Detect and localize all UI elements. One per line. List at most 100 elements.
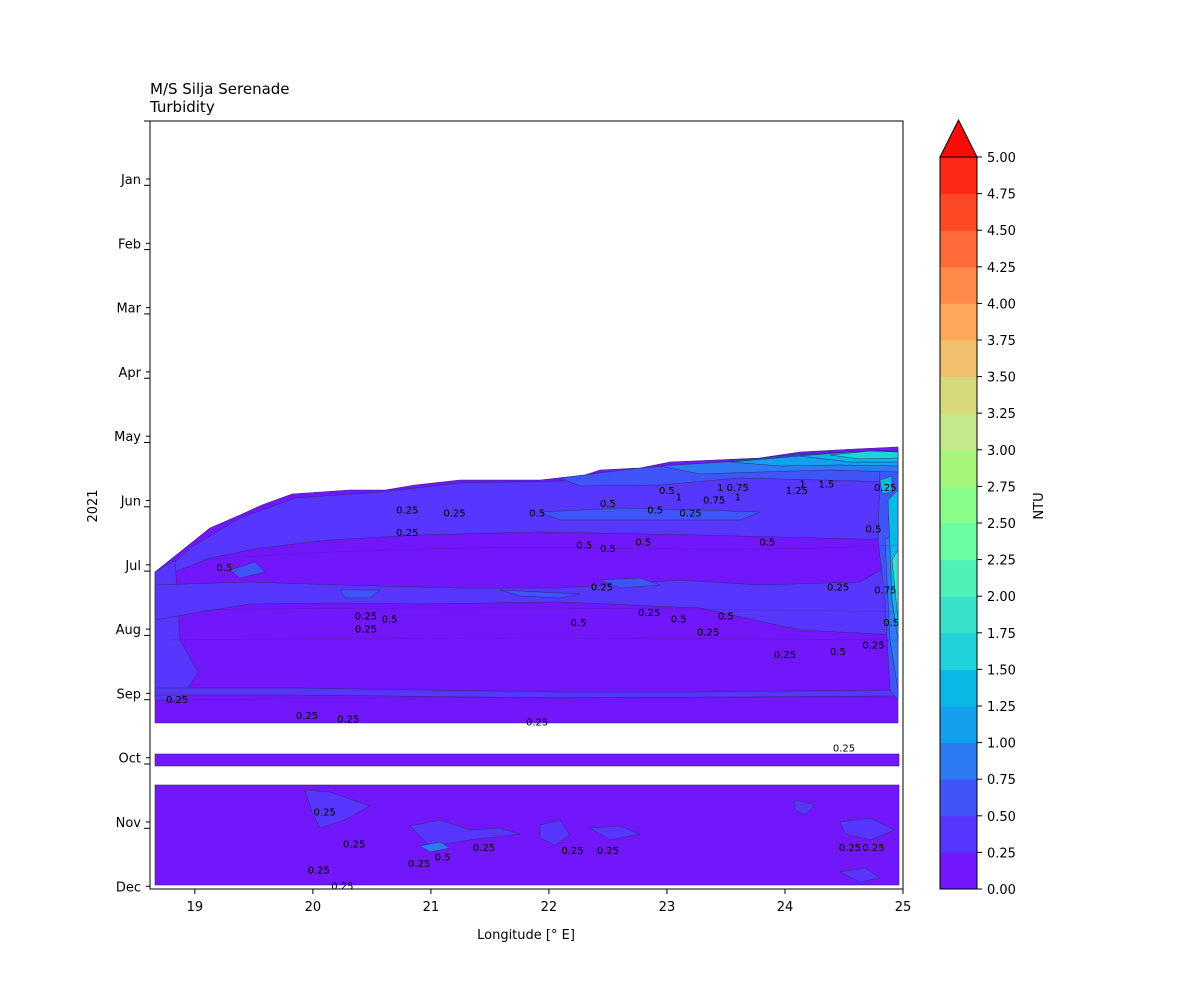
y-tick-label: Jul	[124, 559, 141, 574]
colorbar-segment	[940, 596, 977, 634]
contour-label: 1	[676, 493, 682, 504]
colorbar-tick-label: 1.00	[987, 737, 1016, 752]
contour-label: 0.25	[839, 843, 861, 854]
colorbar-tick-label: 4.50	[987, 224, 1016, 239]
contour-patch-0-25	[839, 817, 896, 841]
colorbar-tick-label: 2.75	[987, 480, 1016, 495]
contour-label: 0.25	[396, 505, 418, 516]
x-tick-label: 19	[187, 900, 204, 915]
contour-label: 0.25	[337, 714, 359, 725]
y-tick-label: Aug	[116, 623, 141, 638]
contour-patch-0-5	[599, 577, 661, 589]
contour-label: 1	[717, 483, 723, 494]
contour-label: 0.25	[473, 843, 495, 854]
contour-label: 0.25	[827, 583, 849, 594]
contour-label: 0.25	[526, 718, 548, 729]
colorbar-segment	[940, 559, 977, 597]
colorbar-label: NTU	[1032, 492, 1047, 519]
colorbar-segment	[940, 852, 977, 890]
colorbar-tick-label: 0.25	[987, 846, 1016, 861]
contour-layer-0-5	[154, 449, 899, 883]
colorbar-tick-label: 2.25	[987, 554, 1016, 569]
colorbar-segment	[940, 779, 977, 817]
contour-label: 0.25	[862, 843, 884, 854]
contour-label: 0.25	[874, 483, 896, 494]
contour-patch-0-5	[339, 589, 381, 599]
contour-label: 0.25	[308, 865, 330, 876]
y-tick-label: Jun	[120, 495, 141, 510]
contour-patch-high	[829, 450, 899, 460]
y-tick-label: Sep	[116, 687, 141, 702]
x-tick-label: 20	[305, 900, 322, 915]
contour-line	[179, 697, 899, 701]
colorbar-tick-label: 2.50	[987, 517, 1016, 532]
colorbar-tick-label: 3.75	[987, 334, 1016, 349]
contour-label: 0.25	[355, 624, 377, 635]
contour-label: 1	[735, 493, 741, 504]
contour-label: 0.5	[576, 541, 592, 552]
x-axis-ticks: 19 20 21 22 23 24 25	[187, 889, 912, 915]
colorbar-segment	[940, 449, 977, 487]
contour-label: 0.5	[759, 538, 775, 549]
contour-label: 0.5	[883, 618, 899, 629]
colorbar-segment	[940, 632, 977, 670]
x-tick-label: 25	[895, 900, 912, 915]
contour-layer-high	[169, 450, 899, 701]
colorbar-extend-max	[939, 118, 978, 158]
contour-label: 0.5	[659, 486, 675, 497]
contour-label: 0.5	[866, 525, 882, 536]
y-tick-label: May	[114, 430, 141, 445]
contour-line	[199, 607, 899, 613]
contour-label: 0.25	[862, 640, 884, 651]
data-band-november-december	[154, 784, 900, 886]
data-band-october	[154, 753, 900, 767]
contour-label: 0.75	[703, 496, 725, 507]
contour-label: 0.25	[296, 711, 318, 722]
contour-label: 0.25	[343, 840, 365, 851]
colorbar-tick-label: 0.75	[987, 773, 1016, 788]
contour-label: 0.5	[216, 563, 232, 574]
contour-label: 0.5	[570, 618, 586, 629]
colorbar-tick-label: 0.00	[987, 883, 1016, 898]
y-tick-label: Mar	[116, 302, 141, 317]
colorbar-segment	[940, 523, 977, 561]
y-tick-label: Oct	[119, 752, 141, 767]
contour-patch-0-25	[304, 789, 371, 829]
contour-label: 0.5	[830, 647, 846, 658]
contour-label: 0.5	[647, 505, 663, 516]
contour-label: 0.25	[638, 608, 660, 619]
contour-labels: 0.25 0.25 0.50.50.511 0.750.75 111.251.5 0.25…	[166, 480, 899, 893]
plot-frame	[149, 120, 904, 890]
contour-label: 0.75	[874, 586, 896, 597]
contour-label: 1	[799, 480, 805, 491]
chart-title: M/S Silja Serenade	[150, 80, 290, 98]
contour-patch-0-5	[499, 589, 581, 599]
colorbar-segment	[940, 303, 977, 341]
colorbar-tick-label: 3.25	[987, 407, 1016, 422]
colorbar: 0.00 0.25 0.50 0.75 1.00 1.25 1.50 1.75 2.00 2.25…	[939, 118, 1016, 898]
contour-patch-0-25	[794, 799, 816, 816]
contour-patch-0-5	[539, 507, 761, 521]
contour-patch-0-25	[589, 825, 641, 841]
colorbar-tick-label: 4.25	[987, 261, 1016, 276]
colorbar-tick-label: 1.25	[987, 700, 1016, 715]
contour-patch-high	[879, 475, 893, 495]
y-tick-label: Dec	[116, 880, 141, 895]
colorbar-segment	[940, 669, 977, 707]
contour-line	[199, 544, 899, 561]
colorbar-tick-label: 3.50	[987, 371, 1016, 386]
contour-label: 0.5	[718, 611, 734, 622]
x-axis-label: Longitude [° E]	[477, 928, 575, 943]
contour-label: 1.25	[786, 486, 808, 497]
contour-label: 0.5	[382, 615, 398, 626]
colorbar-tick-label: 4.00	[987, 297, 1016, 312]
contour-label: 0.5	[600, 544, 616, 555]
colorbar-tick-label: 5.00	[987, 151, 1016, 166]
x-tick-label: 24	[777, 900, 794, 915]
contour-label: 0.25	[443, 509, 465, 520]
contour-label: 0.25	[591, 583, 613, 594]
contour-label: 0.25	[408, 859, 430, 870]
contour-label: 0.25	[314, 808, 336, 819]
chart-subtitle: Turbidity	[149, 98, 215, 116]
